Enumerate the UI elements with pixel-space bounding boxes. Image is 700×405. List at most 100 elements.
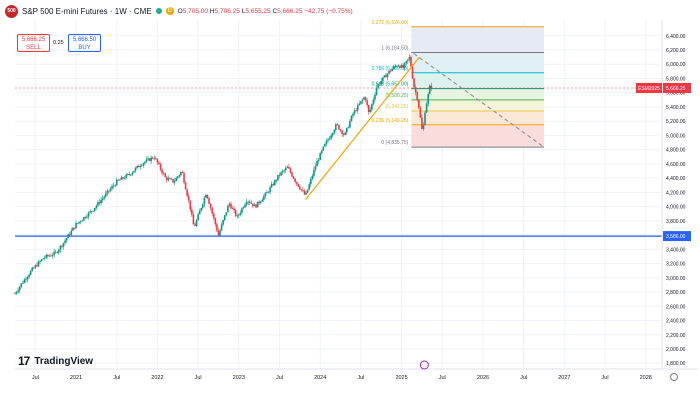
candle-body [385,75,387,78]
symbol-header[interactable]: 500 S&P 500 E-mini Futures · 1W · CME D … [5,4,353,18]
candle-body [407,59,409,62]
y-tick-label: 2,000.00 [666,347,686,353]
y-tick-label: 4,200.00 [666,190,686,196]
candle-body [198,210,201,215]
candle-body [405,61,408,64]
candle-body [128,174,131,175]
candle-body [294,178,296,182]
y-tick-label: 2,200.00 [666,333,686,339]
candle-body [261,199,264,202]
candle-body [117,179,120,181]
tradingview-wordmark: TradingView [34,355,94,367]
candle-body [145,159,148,162]
candle-body [90,211,93,213]
symbol-title[interactable]: S&P 500 E-mini Futures · 1W · CME [22,6,152,16]
y-tick-label: 6,200.00 [666,48,686,54]
y-tick-label: 2,400.00 [666,319,686,325]
candle-body [133,170,135,173]
candle-body [212,213,215,218]
settings-gear-icon[interactable] [670,373,678,381]
last-price-label: 5,666.25 [666,86,686,92]
candle-body [206,194,209,199]
candle-body [122,177,124,179]
sell-button[interactable]: 5,666.25 SELL [17,34,50,52]
candle-body [427,94,429,104]
candle-body [325,140,328,144]
tradingview-mark-icon: 17 [18,354,30,368]
fib-level-label: 0 (4,835.75) [381,140,408,146]
candle-body [233,208,235,211]
candle-body [397,65,400,67]
candle-body [101,198,104,200]
candle-body [338,124,340,130]
candle-body [109,188,112,192]
candle-body [144,161,146,164]
candle-body [220,224,223,231]
candle-body [274,180,276,185]
candle-body [333,130,336,134]
x-tick-label: 2024 [314,375,326,381]
buy-button[interactable]: 5,666.50 BUY [68,34,101,52]
candle-body [324,143,326,147]
y-tick-label: 5,400.00 [666,105,686,111]
candle-body [191,209,193,215]
candle-body [302,189,304,191]
candle-body [155,158,157,160]
candle-body [50,255,52,257]
candle-body [344,132,347,135]
candle-body [150,157,152,161]
candle-body [303,190,306,195]
candle-body [39,261,41,262]
candle-body [400,64,403,68]
candle-body [371,103,373,110]
candle-body [205,194,207,198]
candle-body [26,277,29,280]
candle-body [369,109,372,112]
candle-body [247,201,249,203]
candle-body [147,158,149,160]
candle-body [283,170,285,172]
candle-body [394,65,397,67]
candle-body [43,257,46,259]
y-tick-label: 6,400.00 [666,34,686,40]
candle-body [187,195,190,201]
last-price-tag [663,82,691,93]
x-tick-label: 2028 [640,375,652,381]
candle-body [358,103,361,106]
candle-body [328,138,331,140]
candle-body [136,165,138,168]
candle-body [319,153,321,161]
candle-body [305,192,307,195]
candle-body [29,270,32,275]
candle-body [309,178,312,185]
x-tick-label: Jul [32,375,39,381]
candle-body [64,240,66,243]
candle-body [137,165,140,168]
y-tick-label: 5,200.00 [666,119,686,125]
tradingview-logo[interactable]: 17 TradingView [18,354,93,368]
candle-body [40,259,43,262]
x-tick-label: Jul [276,375,283,381]
fib-zone [411,26,544,53]
candle-body [264,192,267,197]
candle-body [308,184,311,190]
candle-body [211,208,213,214]
candle-body [378,83,381,85]
candle-body [14,293,16,295]
candle-body [228,203,231,206]
candle-body [242,207,245,209]
candle-body [36,265,38,267]
y-tick-label: 4,600.00 [666,162,686,168]
fib-level-label: 0.236 (5,149.25) [372,118,409,124]
y-tick-label: 4,000.00 [666,205,686,211]
candle-body [364,97,367,101]
candle-body [289,168,292,173]
candle-body [345,127,348,133]
candle-body [223,215,226,220]
candle-body [197,214,199,221]
x-tick-label: 2026 [477,375,489,381]
candle-body [139,166,142,168]
support-price-tag [663,231,691,242]
candle-body [34,265,37,268]
